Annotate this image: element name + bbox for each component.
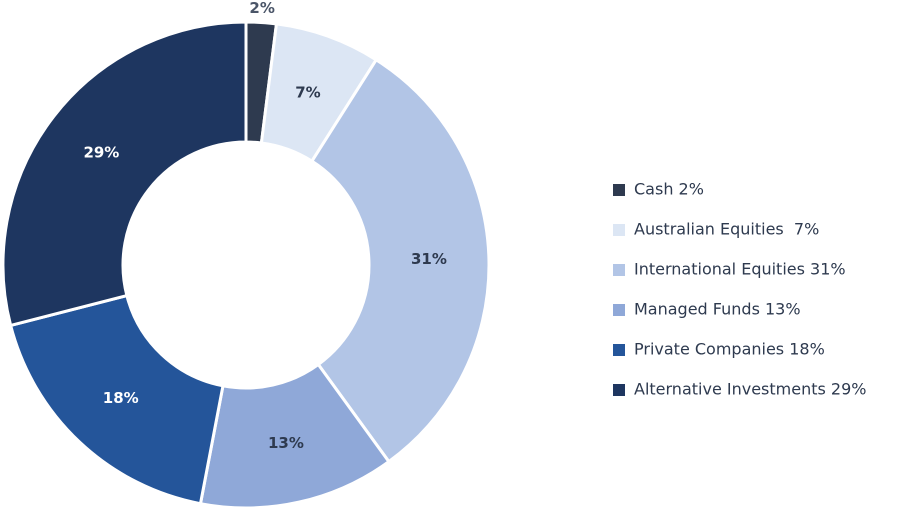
donut-slice <box>1 20 248 328</box>
data-label: 18% <box>103 389 139 407</box>
legend-swatch <box>613 384 625 396</box>
legend-label: Australian Equities 7% <box>634 220 819 239</box>
data-label: 13% <box>268 434 304 452</box>
legend-label: Managed Funds 13% <box>634 300 801 319</box>
legend-swatch <box>613 344 625 356</box>
legend-swatch <box>613 224 625 236</box>
donut-slice <box>309 57 491 464</box>
donut-slice <box>8 293 225 506</box>
data-label: 2% <box>249 0 274 17</box>
legend-label: Alternative Investments 29% <box>634 380 866 399</box>
data-label: 29% <box>83 143 119 161</box>
data-label: 31% <box>411 250 447 268</box>
data-label: 7% <box>295 83 320 101</box>
legend-label: International Equities 31% <box>634 260 846 279</box>
legend-label: Cash 2% <box>634 180 704 199</box>
legend-label: Private Companies 18% <box>634 340 825 359</box>
legend-swatch <box>613 264 625 276</box>
donut-slice <box>198 362 391 510</box>
legend-swatch <box>613 184 625 196</box>
legend-swatch <box>613 304 625 316</box>
